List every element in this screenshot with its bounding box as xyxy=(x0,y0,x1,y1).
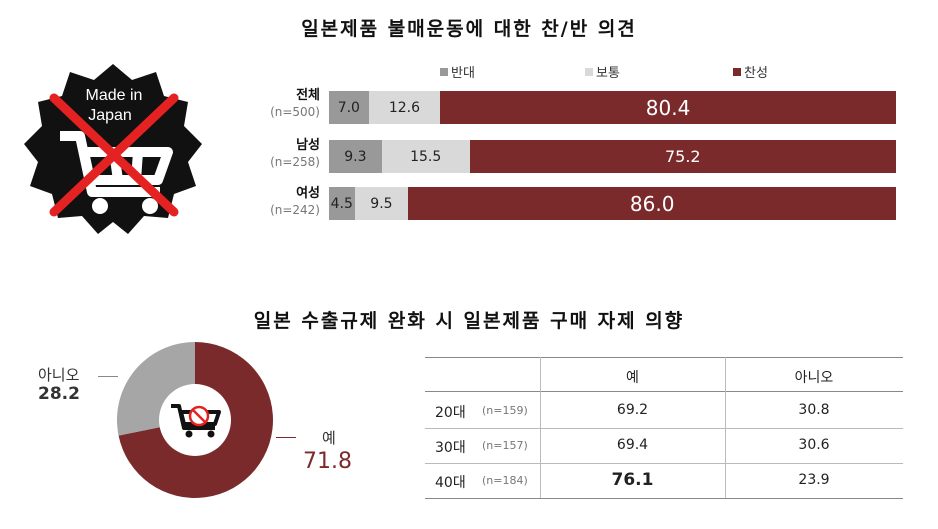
group-name: 여성 xyxy=(296,186,320,201)
legend-swatch xyxy=(440,68,448,76)
cart-wheel xyxy=(185,430,193,438)
donut-label-yes-name: 예 xyxy=(322,429,336,447)
cart-wheel xyxy=(207,430,215,438)
table-cell-no: 30.8 xyxy=(798,402,830,418)
table-row-age: 20대 xyxy=(435,405,466,421)
bar-value-label: 9.5 xyxy=(370,195,393,212)
bar-value-label: 80.4 xyxy=(645,95,691,120)
table-header-yes: 예 xyxy=(626,370,639,386)
table-row-n: (n=184) xyxy=(482,474,528,487)
bar-row: 4.5 9.5 86.0 xyxy=(329,187,896,220)
legend-item-agree: 찬성 xyxy=(733,62,768,81)
group-n: (n=258) xyxy=(270,155,320,169)
bar-value-label: 7.0 xyxy=(337,99,360,116)
bar-value-label: 75.2 xyxy=(664,147,701,166)
table-cell-no: 23.9 xyxy=(798,472,830,488)
table-row-n: (n=157) xyxy=(482,439,528,452)
donut-label-yes-value: 71.8 xyxy=(303,449,352,474)
table-header-no: 아니오 xyxy=(794,370,834,386)
legend-item-neutral: 보통 xyxy=(585,62,620,81)
table-rule xyxy=(425,463,903,464)
table-rule xyxy=(425,357,903,358)
table-row-age: 30대 xyxy=(435,440,466,456)
table-rule xyxy=(425,498,903,499)
bar-value-label: 86.0 xyxy=(629,191,675,216)
donut-label-yes-leader xyxy=(276,437,296,438)
group-n: (n=242) xyxy=(270,203,320,217)
legend-swatch xyxy=(733,68,741,76)
table-row-n: (n=159) xyxy=(482,404,528,417)
bar-segment-oppose: 7.0 xyxy=(329,91,369,124)
donut-label-no-name: 아니오 xyxy=(38,366,80,384)
bar-segment-agree: 75.2 xyxy=(469,140,896,173)
donut-label-no-value: 28.2 xyxy=(38,384,80,404)
prohibit-x-icon xyxy=(49,93,179,217)
bar-segment-oppose: 4.5 xyxy=(329,187,355,220)
table-cell-yes: 76.1 xyxy=(611,470,654,490)
row-label-female: 여성 (n=242) xyxy=(250,186,320,218)
bar-row: 9.3 15.5 75.2 xyxy=(329,140,896,173)
bar-segment-neutral: 12.6 xyxy=(368,91,441,124)
table-cell-yes: 69.4 xyxy=(616,437,649,453)
no-symbol-icon xyxy=(188,405,210,427)
group-n: (n=500) xyxy=(270,105,320,119)
bar-segment-agree: 80.4 xyxy=(440,91,896,124)
legend-item-oppose: 반대 xyxy=(440,62,475,81)
donut-label-no-leader xyxy=(98,376,118,377)
bar-value-label: 12.6 xyxy=(388,99,420,116)
table-rule xyxy=(425,428,903,429)
bottom-chart-title: 일본 수출규제 완화 시 일본제품 구매 자제 의향 xyxy=(253,310,685,332)
row-label-male: 남성 (n=258) xyxy=(250,138,320,170)
no-japan-badge: Made in Japan xyxy=(24,64,202,234)
bar-value-label: 15.5 xyxy=(410,148,442,165)
bar-segment-neutral: 15.5 xyxy=(381,140,470,173)
bar-row: 7.0 12.6 80.4 xyxy=(329,91,896,124)
cart-wheel-left xyxy=(92,198,108,214)
group-name: 남성 xyxy=(296,138,320,153)
row-label-total: 전체 (n=500) xyxy=(250,88,320,120)
donut-chart xyxy=(117,342,273,498)
bar-segment-agree: 86.0 xyxy=(408,187,896,220)
group-name: 전체 xyxy=(296,88,320,103)
table-rule xyxy=(425,391,903,392)
table-cell-no: 30.6 xyxy=(798,437,830,453)
bar-value-label: 9.3 xyxy=(344,148,367,165)
table-row-age: 40대 xyxy=(435,475,466,491)
cart-wheel-right xyxy=(142,198,158,214)
legend-swatch xyxy=(585,68,593,76)
badge-text-line2: Japan xyxy=(88,107,132,124)
bar-value-label: 4.5 xyxy=(330,195,353,212)
table-col-divider xyxy=(540,357,541,498)
bar-segment-neutral: 9.5 xyxy=(354,187,409,220)
table-cell-yes: 69.2 xyxy=(616,402,649,418)
top-chart-title: 일본제품 불매운동에 대한 찬/반 의견 xyxy=(301,18,637,40)
badge-text-line1: Made in xyxy=(86,87,143,104)
table-col-divider xyxy=(725,357,726,498)
bar-segment-oppose: 9.3 xyxy=(329,140,382,173)
